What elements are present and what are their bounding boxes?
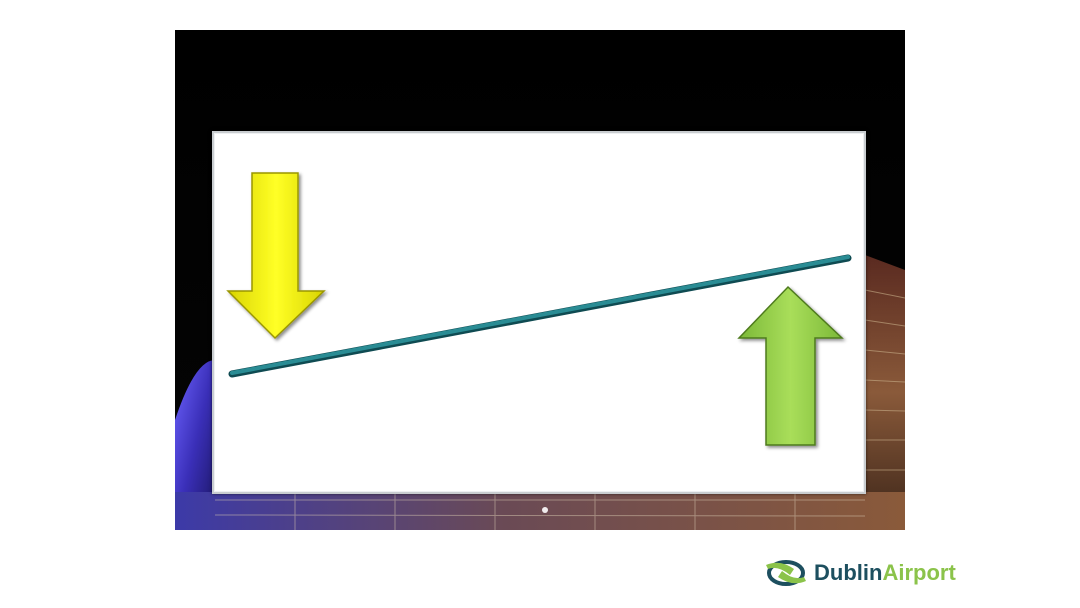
airport-logo-icon (766, 560, 806, 586)
up-arrow-icon (737, 285, 844, 446)
down-arrow-icon (226, 172, 326, 340)
dublin-airport-logo: DublinAirport (764, 552, 994, 594)
logo-word-dublin: Dublin (814, 560, 883, 585)
panel-graphics (226, 172, 852, 446)
trend-line (228, 254, 852, 378)
content-panel (212, 131, 866, 494)
logo-text: DublinAirport (814, 560, 956, 586)
logo-word-airport: Airport (882, 560, 956, 585)
